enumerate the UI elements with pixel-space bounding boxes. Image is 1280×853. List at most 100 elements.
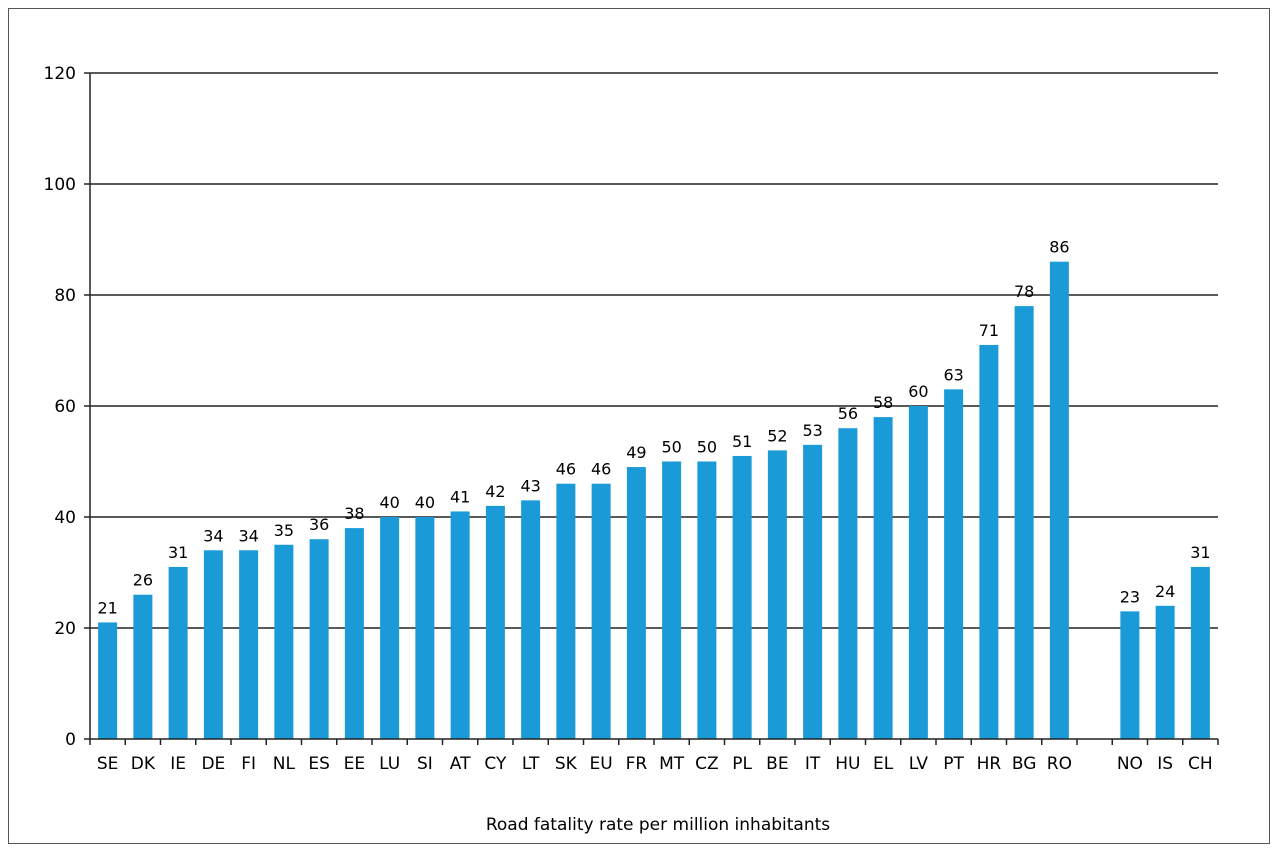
bar-NL: [274, 544, 294, 739]
x-tick-label: HU: [835, 754, 860, 774]
x-tick-label: EL: [873, 754, 894, 774]
chart-frame: [8, 8, 1270, 844]
data-label-NL: 35: [274, 521, 294, 540]
x-tick-label: SE: [97, 754, 119, 774]
data-label-EU: 46: [591, 460, 611, 479]
x-tick-label: DK: [131, 754, 156, 774]
data-label-SE: 21: [97, 598, 117, 617]
data-label-FR: 49: [626, 443, 646, 462]
data-label-CY: 42: [485, 482, 505, 501]
x-tick-label: LV: [909, 754, 929, 774]
x-tick-label: PL: [732, 754, 752, 774]
bar-SI: [415, 517, 435, 739]
x-tick-label: LU: [379, 754, 400, 774]
bar-CZ: [697, 461, 717, 739]
data-label-PT: 63: [943, 365, 963, 384]
data-label-HU: 56: [838, 404, 858, 423]
bar-BE: [767, 450, 787, 739]
bar-LT: [521, 500, 541, 739]
bar-HU: [838, 428, 858, 739]
x-tick-label: PT: [943, 754, 964, 774]
data-label-NO: 23: [1120, 587, 1140, 606]
bar-AT: [450, 511, 470, 739]
y-tick-label: 60: [54, 397, 76, 417]
bar-ES: [309, 539, 329, 739]
y-tick-label: 20: [54, 619, 76, 639]
bar-EU: [591, 483, 611, 739]
bar-EE: [344, 528, 364, 739]
y-tick-label: 100: [44, 175, 76, 195]
bar-DE: [203, 550, 223, 739]
x-tick-label: IS: [1157, 754, 1173, 774]
x-tick-label: BG: [1012, 754, 1037, 774]
data-label-BE: 52: [767, 426, 787, 445]
data-label-IE: 31: [168, 543, 188, 562]
bar-CY: [485, 505, 505, 739]
data-label-LU: 40: [379, 493, 399, 512]
x-tick-label: SK: [555, 754, 578, 774]
x-tick-label: CY: [484, 754, 507, 774]
bar-DK: [133, 594, 153, 739]
x-tick-label: DE: [201, 754, 225, 774]
x-tick-label: FI: [241, 754, 256, 774]
y-tick-label: 40: [54, 508, 76, 528]
bar-LV: [908, 406, 928, 739]
y-tick-label: 0: [65, 730, 76, 750]
bar-IT: [803, 444, 823, 739]
bar-BG: [1014, 306, 1034, 739]
bar-PT: [944, 389, 964, 739]
x-tick-label: IT: [805, 754, 821, 774]
bar-CH: [1190, 566, 1210, 739]
y-tick-label: 80: [54, 286, 76, 306]
x-tick-label: EE: [344, 754, 365, 774]
data-label-DE: 34: [203, 526, 223, 545]
x-tick-label: FR: [626, 754, 648, 774]
data-label-BG: 78: [1014, 282, 1034, 301]
x-tick-label: MT: [659, 754, 685, 774]
bar-IS: [1155, 605, 1175, 739]
bar-FR: [626, 467, 646, 739]
data-label-LT: 43: [520, 476, 540, 495]
data-label-HR: 71: [979, 321, 999, 340]
data-label-CZ: 50: [697, 438, 717, 457]
data-label-SK: 46: [556, 460, 576, 479]
x-tick-label: EU: [590, 754, 613, 774]
data-label-ES: 36: [309, 515, 329, 534]
data-label-MT: 50: [661, 438, 681, 457]
bar-IE: [168, 566, 188, 739]
data-label-IT: 53: [802, 421, 822, 440]
x-tick-label: RO: [1047, 754, 1072, 774]
x-tick-label: ES: [308, 754, 330, 774]
bar-SE: [98, 622, 118, 739]
data-label-SI: 40: [415, 493, 435, 512]
bar-NO: [1120, 611, 1140, 739]
bar-MT: [662, 461, 682, 739]
x-tick-label: CZ: [695, 754, 719, 774]
data-label-DK: 26: [133, 571, 153, 590]
bar-LU: [380, 517, 400, 739]
data-label-PL: 51: [732, 432, 752, 451]
x-tick-label: BE: [766, 754, 788, 774]
x-tick-label: IE: [170, 754, 186, 774]
x-tick-label: CH: [1188, 754, 1213, 774]
bar-FI: [239, 550, 259, 739]
bar-PL: [732, 455, 752, 739]
data-label-IS: 24: [1155, 582, 1175, 601]
data-label-FI: 34: [238, 526, 258, 545]
x-tick-label: SI: [417, 754, 433, 774]
y-tick-label: 120: [44, 64, 76, 84]
x-tick-label: NL: [273, 754, 296, 774]
bar-RO: [1049, 261, 1069, 739]
x-axis-label: Road fatality rate per million inhabitan…: [486, 815, 830, 835]
data-label-AT: 41: [450, 487, 470, 506]
data-label-CH: 31: [1190, 543, 1210, 562]
data-label-LV: 60: [908, 382, 928, 401]
bar-SK: [556, 483, 576, 739]
data-label-EL: 58: [873, 393, 893, 412]
x-tick-label: HR: [977, 754, 1002, 774]
x-tick-label: LT: [522, 754, 540, 774]
x-tick-label: NO: [1117, 754, 1143, 774]
data-label-EE: 38: [344, 504, 364, 523]
bar-HR: [979, 344, 999, 739]
